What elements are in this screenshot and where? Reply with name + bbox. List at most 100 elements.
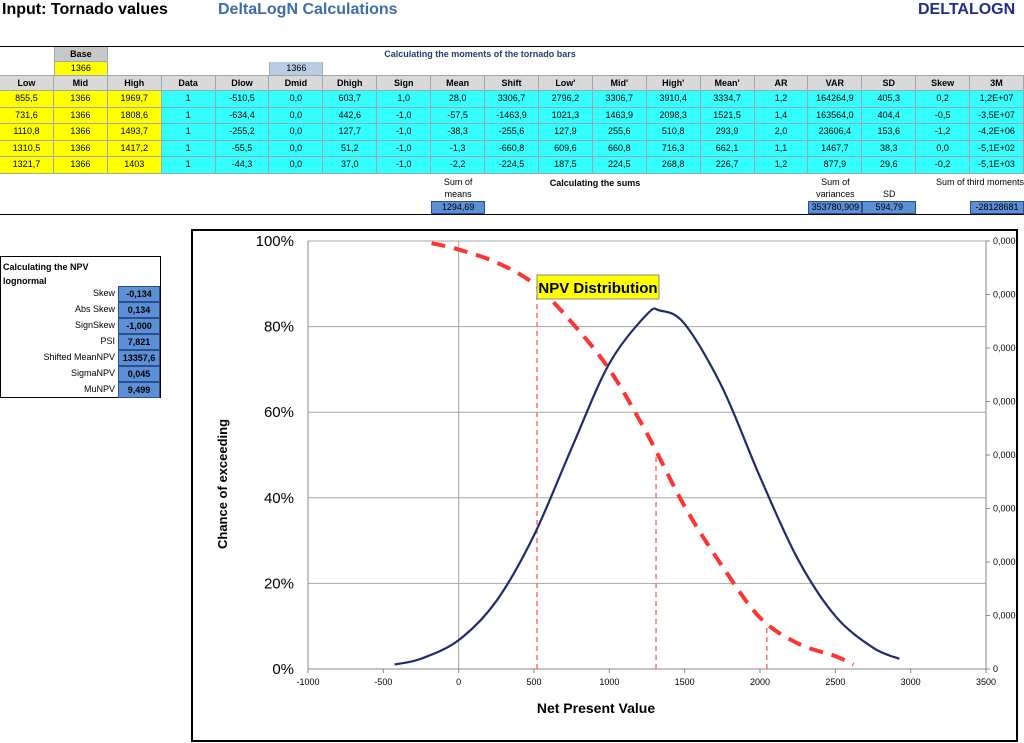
table-cell: -1,3	[431, 140, 486, 157]
table-cell: 3306,7	[592, 91, 647, 108]
table-cell: 1	[161, 91, 216, 108]
table-cell: 38,3	[862, 140, 917, 157]
column-header: Shift	[485, 75, 539, 91]
table-cell: 0,0	[269, 157, 324, 174]
table-cell: 442,6	[323, 107, 378, 124]
sum-label: Sum of means	[443, 177, 473, 199]
column-header: Low'	[538, 75, 593, 91]
table-cell: 1808,6	[107, 107, 162, 124]
column-header: High	[107, 75, 162, 91]
table-cell: -1,0	[377, 157, 432, 174]
table-cell: 1,2	[754, 91, 809, 108]
x-tick-label: 2500	[825, 677, 845, 687]
npv-label: Shifted MeanNPV	[43, 352, 115, 362]
table-cell: -224,5	[485, 157, 539, 174]
x-tick-label: 0	[456, 677, 461, 687]
table-cell: -44,3	[215, 157, 270, 174]
table-cell: 255,6	[592, 124, 647, 141]
table-cell: -3,5E+07	[970, 107, 1024, 124]
table-cell: 0,0	[269, 107, 324, 124]
base-value: 1366	[53, 62, 108, 76]
table-cell: 731,6	[0, 107, 54, 124]
table-cell: 609,6	[538, 140, 593, 157]
y2-tick-label: 0,0002	[993, 557, 1018, 567]
table-cell: 1310,5	[0, 140, 54, 157]
table-cell: 127,9	[538, 124, 593, 141]
x-tick-label: 1000	[599, 677, 619, 687]
npv-label: Skew	[92, 288, 115, 298]
table-cell: 1969,7	[107, 91, 162, 108]
table-cell: 0,0	[916, 140, 971, 157]
table-cell: -5,1E+02	[970, 140, 1024, 157]
table-cell: 0,2	[916, 91, 971, 108]
table-cell: -255,2	[215, 124, 270, 141]
column-header: Skew	[916, 75, 971, 91]
table-cell: 662,1	[700, 140, 755, 157]
table-cell: -57,5	[431, 107, 486, 124]
npv-label: SigmaNPV	[70, 368, 115, 378]
x-tick-label: -500	[374, 677, 392, 687]
table-cell: 1403	[107, 157, 162, 174]
table-cell: 268,8	[646, 157, 701, 174]
column-header: Dlow	[215, 75, 270, 91]
table-cell: 153,6	[862, 124, 917, 141]
table-cell: 1366	[53, 124, 108, 141]
table-cell: 1366	[53, 157, 108, 174]
table-cell: 226,7	[700, 157, 755, 174]
table-cell: 1,4	[754, 107, 809, 124]
table-cell: 29,6	[862, 157, 917, 174]
npv-title: Calculating the NPV lognormal	[3, 262, 89, 286]
table-cell: 293,9	[700, 124, 755, 141]
npv-label: MuNPV	[83, 384, 115, 394]
table-cell: -0,5	[916, 107, 971, 124]
rule	[0, 46, 1024, 47]
column-header: High'	[646, 75, 701, 91]
table-cell: -55,5	[215, 140, 270, 157]
y2-tick-label: 0,0005	[993, 397, 1018, 407]
table-cell: 1,2	[754, 157, 809, 174]
table-cell: 3334,7	[700, 91, 755, 108]
x-tick-label: 3500	[976, 677, 996, 687]
sum-label: SD	[882, 189, 896, 199]
table-cell: 1521,5	[700, 107, 755, 124]
column-header: Mid	[53, 75, 108, 91]
table-cell: 660,8	[592, 140, 647, 157]
sum-label: Sum of third moments	[935, 177, 1024, 187]
npv-panel	[0, 256, 161, 398]
npv-label: SignSkew	[74, 320, 115, 330]
table-cell: 1	[161, 124, 216, 141]
table-cell: 1366	[53, 140, 108, 157]
sum-value: 1294,69	[431, 201, 486, 214]
table-cell: 1417,2	[107, 140, 162, 157]
table-cell: 603,7	[323, 91, 378, 108]
x-tick-label: -1000	[296, 677, 319, 687]
sum-value: -28128681	[970, 201, 1024, 214]
table-cell: 2,0	[754, 124, 809, 141]
y2-tick-label: 0,0004	[993, 450, 1018, 460]
series-line	[431, 241, 855, 667]
table-cell: -0,2	[916, 157, 971, 174]
table-cell: -1,0	[377, 124, 432, 141]
table-cell: -634,4	[215, 107, 270, 124]
table-cell: 164264,9	[808, 91, 863, 108]
base-label: Base	[53, 47, 108, 62]
table-cell: 1366	[53, 107, 108, 124]
column-header: Data	[161, 75, 216, 91]
npv-value: 9,499	[118, 382, 160, 398]
table-cell: 224,5	[592, 157, 647, 174]
table-cell: -4,2E+06	[970, 124, 1024, 141]
dmid-value: 1366	[269, 62, 324, 76]
table-cell: -38,3	[431, 124, 486, 141]
column-header: 3M	[970, 75, 1024, 91]
column-header: SD	[862, 75, 917, 91]
table-cell: 1110,8	[0, 124, 54, 141]
y2-tick-label: 0	[993, 664, 998, 674]
npv-label: PSI	[100, 336, 115, 346]
column-header: AR	[754, 75, 809, 91]
table-cell: -5,1E+03	[970, 157, 1024, 174]
input-title: Input: Tornado values	[2, 1, 168, 18]
table-cell: 1,2E+07	[970, 91, 1024, 108]
table-cell: 1	[161, 157, 216, 174]
y2-tick-label: 0,0006	[993, 343, 1018, 353]
table-cell: 1321,7	[0, 157, 54, 174]
